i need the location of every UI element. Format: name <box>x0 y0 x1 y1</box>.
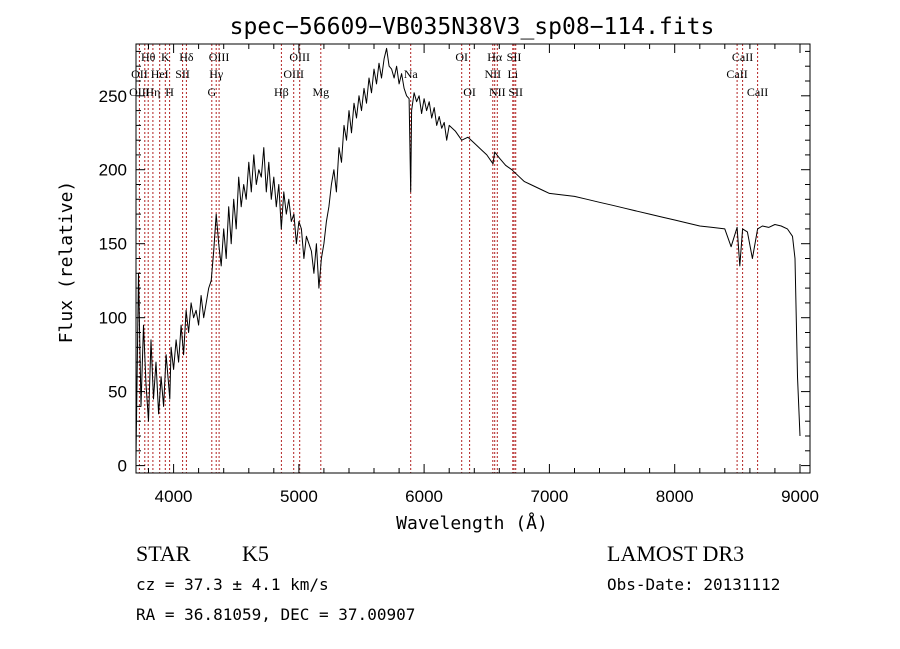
line-annotation-2: Hδ <box>179 50 194 64</box>
y-axis-label: Flux (relative) <box>56 181 77 344</box>
line-annotation-23: Mg <box>312 85 329 99</box>
x-axis-ticks: 4000 5000 6000 7000 8000 9000 <box>148 44 819 506</box>
spectrum-line <box>135 47 801 459</box>
line-annotation-10: HeI <box>151 67 169 81</box>
line-annotation-26: SII <box>508 85 523 99</box>
line-annotation-0: Hθ <box>141 50 156 64</box>
object-class: STAR <box>136 541 191 566</box>
line-annotation-6: Hα <box>487 50 503 64</box>
line-annotation-13: OIII <box>283 67 304 81</box>
x-axis-label: Wavelength (Å) <box>396 512 548 534</box>
y-tick-label-1: 50 <box>108 383 127 402</box>
line-annotation-11: SII <box>175 67 190 81</box>
redshift-value: cz = 37.3 ± 4.1 km/s <box>136 575 329 594</box>
line-annotation-24: OI <box>463 85 476 99</box>
x-tick-label-3: 7000 <box>530 487 568 506</box>
line-annotation-5: OI <box>455 50 468 64</box>
line-annotation-17: CaII <box>726 67 747 81</box>
object-subclass: K5 <box>242 541 269 566</box>
x-tick-label-4: 8000 <box>656 487 694 506</box>
line-annotation-21: G <box>207 85 216 99</box>
survey-name: LAMOST DR3 <box>607 541 744 566</box>
line-annotation-15: NII <box>484 67 501 81</box>
chart-title: spec−56609−VB035N38V3_sp08−114.fits <box>230 14 715 40</box>
line-annotation-group: Hθ K Hδ OIII OIII OI Hα SII CaII OII HeI SII Hγ OIII N… <box>129 50 768 99</box>
line-annotation-27: CaII <box>747 85 768 99</box>
line-annotation-25: NII <box>489 85 506 99</box>
line-annotation-20: H <box>165 85 174 99</box>
observation-date: Obs-Date: 20131112 <box>607 575 780 594</box>
line-annotation-4: OIII <box>289 50 310 64</box>
plot-frame <box>135 43 811 474</box>
y-tick-label-2: 100 <box>99 309 127 328</box>
line-annotation-9: OII <box>131 67 148 81</box>
x-tick-label-2: 6000 <box>405 487 443 506</box>
line-annotation-7: SII <box>507 50 522 64</box>
line-marker-group <box>138 44 759 473</box>
line-annotation-19: Hη <box>145 85 160 99</box>
y-tick-label-0: 0 <box>118 457 127 476</box>
line-annotation-1: K <box>161 50 170 64</box>
line-annotation-8: CaII <box>732 50 753 64</box>
coordinates: RA = 36.81059, DEC = 37.00907 <box>136 605 415 624</box>
line-annotation-22: Hβ <box>274 85 289 99</box>
y-axis-ticks: 0 50 100 150 200 250 <box>99 50 810 476</box>
y-tick-label-5: 250 <box>99 87 127 106</box>
y-tick-label-3: 150 <box>99 235 127 254</box>
line-annotation-16: Li <box>507 67 518 81</box>
line-annotation-12: Hγ <box>209 67 224 81</box>
line-annotation-3: OIII <box>209 50 230 64</box>
y-tick-label-4: 200 <box>99 161 127 180</box>
x-tick-label-1: 5000 <box>280 487 318 506</box>
x-tick-label-5: 9000 <box>781 487 819 506</box>
line-annotation-14: Na <box>404 67 419 81</box>
x-tick-label-0: 4000 <box>155 487 193 506</box>
